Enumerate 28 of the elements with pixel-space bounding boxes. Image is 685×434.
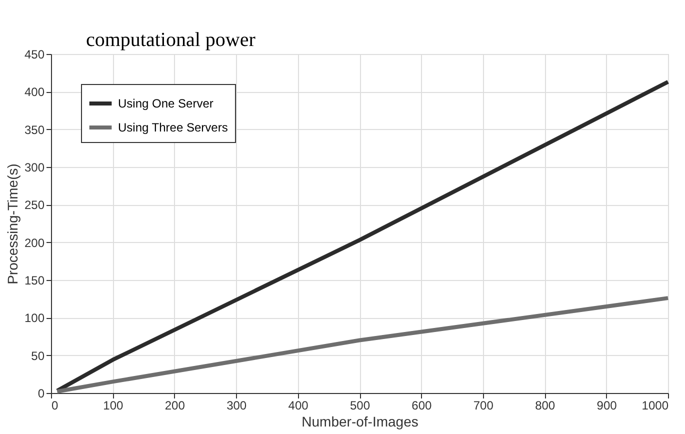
y-tick-label: 450	[24, 48, 45, 62]
y-tick-label: 200	[24, 236, 45, 250]
text: computational power	[86, 29, 256, 51]
x-tick-label: 800	[535, 398, 556, 412]
x-axis-title: Number-of-Images	[302, 414, 418, 430]
y-tick-label: 350	[24, 122, 45, 137]
x-tick-label: 1000	[642, 398, 669, 412]
y-axis-title: Processing-Time(s)	[4, 164, 20, 284]
y-tick-label: 300	[24, 160, 45, 174]
y-tick-label: 400	[24, 85, 45, 100]
x-tick-label: 300	[226, 398, 247, 412]
y-tick-label: 0	[38, 386, 45, 400]
x-tick-label: 0	[52, 398, 58, 412]
y-tick-label: 250	[24, 198, 45, 212]
legend-label: Using One Server	[118, 96, 214, 110]
legend-label: Using Three Servers	[118, 120, 228, 134]
line-series	[55, 296, 670, 394]
x-tick-label: 700	[473, 398, 494, 412]
x-tick-label: 200	[164, 398, 186, 412]
y-tick-label: 150	[24, 274, 45, 288]
x-tick-label: 500	[350, 398, 370, 412]
x-tick-label: 900	[596, 398, 618, 412]
y-tick-label: 100	[24, 311, 45, 326]
line-series	[55, 80, 670, 393]
x-tick-label: 100	[103, 398, 124, 412]
y-tick-label: 50	[31, 348, 45, 363]
x-tick-label: 400	[288, 398, 309, 412]
x-tick-label: 600	[412, 398, 432, 412]
